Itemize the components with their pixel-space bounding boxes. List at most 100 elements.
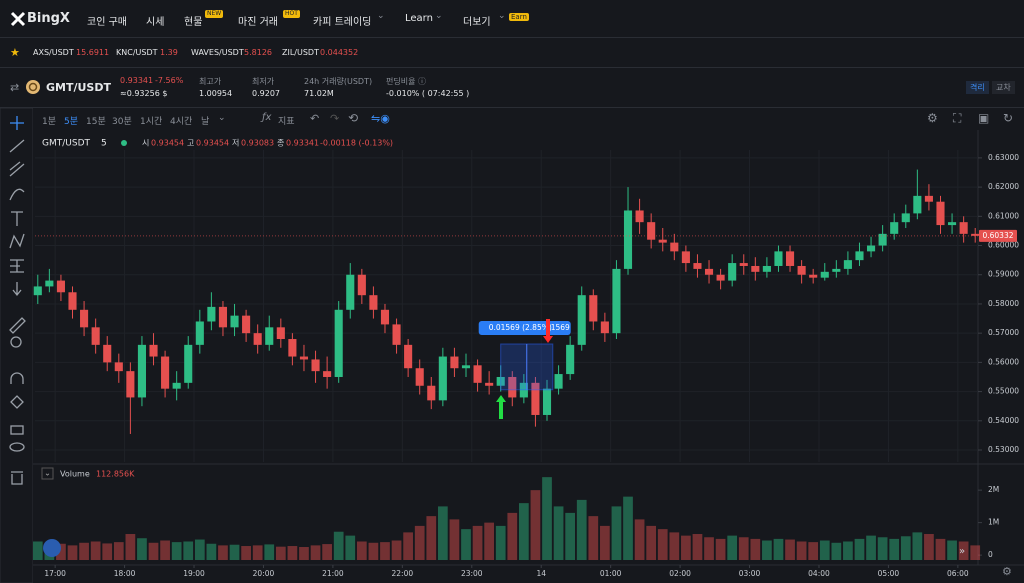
ticker-symbol[interactable]: ZIL/USDT <box>282 48 319 57</box>
volume-bar <box>715 538 726 560</box>
interval[interactable]: 1분 <box>42 117 57 127</box>
refresh-icon[interactable]: ↻ <box>1003 111 1014 125</box>
text-tool[interactable] <box>11 211 23 226</box>
lock-tool[interactable] <box>10 425 24 435</box>
reset-icon[interactable]: ⟲ <box>348 111 359 125</box>
interval[interactable]: 5분 <box>64 117 79 127</box>
pattern-tool[interactable] <box>9 233 25 249</box>
magnet-tool[interactable] <box>10 372 24 384</box>
candle-body <box>311 359 320 372</box>
volume-bar <box>889 538 900 560</box>
nav-item[interactable]: 카피 트레이딩 <box>313 17 372 28</box>
volume-bar <box>391 540 402 560</box>
star-icon[interactable]: ★ <box>10 46 20 59</box>
volume-bar <box>576 499 587 560</box>
candle-body <box>195 321 204 345</box>
candle-body <box>473 365 482 383</box>
nav-item[interactable]: Learn <box>405 13 433 24</box>
stat-value: -0.010% ( 07:42:55 ) <box>386 89 470 98</box>
volume-bar <box>704 537 714 560</box>
nav-item[interactable]: 마진 거래 <box>238 17 278 28</box>
candle-body <box>149 344 158 357</box>
candle-body <box>913 195 922 214</box>
volume-bar <box>611 506 622 560</box>
delete-tool[interactable] <box>11 471 23 485</box>
stat-value: 71.02M <box>304 89 334 98</box>
candle-body <box>936 201 945 226</box>
volume-bar <box>542 477 552 560</box>
volume-bar <box>657 529 668 560</box>
interval[interactable]: 날 <box>201 117 210 127</box>
visibility-icon[interactable]: ⇋◉ <box>371 112 390 125</box>
nav-item[interactable]: 코인 구매 <box>87 17 127 28</box>
volume-bar <box>368 542 379 560</box>
interval[interactable]: 30분 <box>112 117 132 127</box>
candle-body <box>253 333 262 345</box>
candle-body <box>566 344 575 375</box>
volume-bar <box>600 525 610 560</box>
swap-icon[interactable]: ⇄ <box>10 81 20 94</box>
brush-tool[interactable] <box>9 188 25 201</box>
line-tool[interactable] <box>9 139 25 153</box>
undo-icon[interactable]: ↶ <box>310 112 320 125</box>
x-tick-label: 19:00 <box>183 569 205 578</box>
pair-bar <box>0 68 1024 108</box>
legend-value: 0.93454 <box>196 139 229 148</box>
candle-body <box>878 233 887 246</box>
settings-icon[interactable]: ⚙ <box>927 111 938 125</box>
crosshair-tool[interactable] <box>10 116 24 130</box>
candle-body <box>971 233 980 236</box>
interval[interactable]: 1시간 <box>140 117 163 127</box>
hide-tool[interactable] <box>9 442 25 452</box>
candle-body <box>832 268 841 272</box>
arrow-tool[interactable] <box>12 282 22 297</box>
channel-tool[interactable] <box>9 161 25 177</box>
candle-body <box>438 356 447 401</box>
volume-bar <box>831 542 842 560</box>
zoom-tool[interactable] <box>10 336 22 348</box>
candle-body <box>68 292 77 310</box>
lock-drawing-tool[interactable] <box>10 395 24 409</box>
legend-key: 고 <box>187 139 194 148</box>
camera-icon[interactable]: ▣ <box>978 111 990 125</box>
nav-item[interactable]: 시세 <box>146 17 165 28</box>
fib-tool[interactable] <box>10 259 24 273</box>
logo[interactable]: BingX <box>27 11 70 26</box>
candle-body <box>230 315 239 328</box>
volume-bar <box>403 532 413 560</box>
interval[interactable]: 15분 <box>86 117 106 127</box>
volume-bar <box>102 543 113 560</box>
volume-bar <box>229 544 240 560</box>
ticker-symbol[interactable]: KNC/USDT <box>116 48 158 57</box>
redo-icon[interactable]: ↷ <box>330 112 340 125</box>
interval[interactable]: 4시간 <box>170 117 193 127</box>
ticker-symbol[interactable]: WAVES/USDT <box>191 48 244 57</box>
x-tick-label: 23:00 <box>461 569 483 578</box>
indicator-icon[interactable]: ƒx <box>262 112 272 123</box>
y-tick-label: 0.57000 <box>988 328 1019 337</box>
ticker-bar <box>0 38 1024 68</box>
candle-body <box>427 385 436 401</box>
fullscreen-icon[interactable]: ⛶ <box>953 111 962 125</box>
dropdown-icon[interactable]: ⌄ <box>218 113 226 123</box>
volume-bar <box>796 541 807 560</box>
measure-overflow: 1569 <box>551 323 570 332</box>
volume-bar <box>877 537 888 560</box>
nav-item[interactable]: 더보기 <box>463 17 491 28</box>
x-tick-label: 04:00 <box>808 569 830 578</box>
nav-item[interactable]: 현물 <box>184 17 203 28</box>
ticker-symbol[interactable]: AXS/USDT <box>33 48 74 57</box>
pair-symbol[interactable]: GMT/USDT <box>46 81 111 94</box>
margin-mode[interactable]: 격리 <box>966 81 989 94</box>
volume-bar <box>171 542 182 560</box>
volume-bar <box>287 546 298 560</box>
margin-mode[interactable]: 교차 <box>992 81 1015 94</box>
candle-body <box>45 280 54 287</box>
volume-bar <box>958 541 969 560</box>
ruler-tool[interactable] <box>9 317 26 334</box>
collapse-button[interactable] <box>41 467 54 480</box>
volume-bar <box>947 540 957 560</box>
axis-settings-icon[interactable]: ⚙ <box>1002 565 1012 578</box>
indicators[interactable]: 지표 <box>278 117 295 127</box>
volume-bar <box>113 542 124 560</box>
